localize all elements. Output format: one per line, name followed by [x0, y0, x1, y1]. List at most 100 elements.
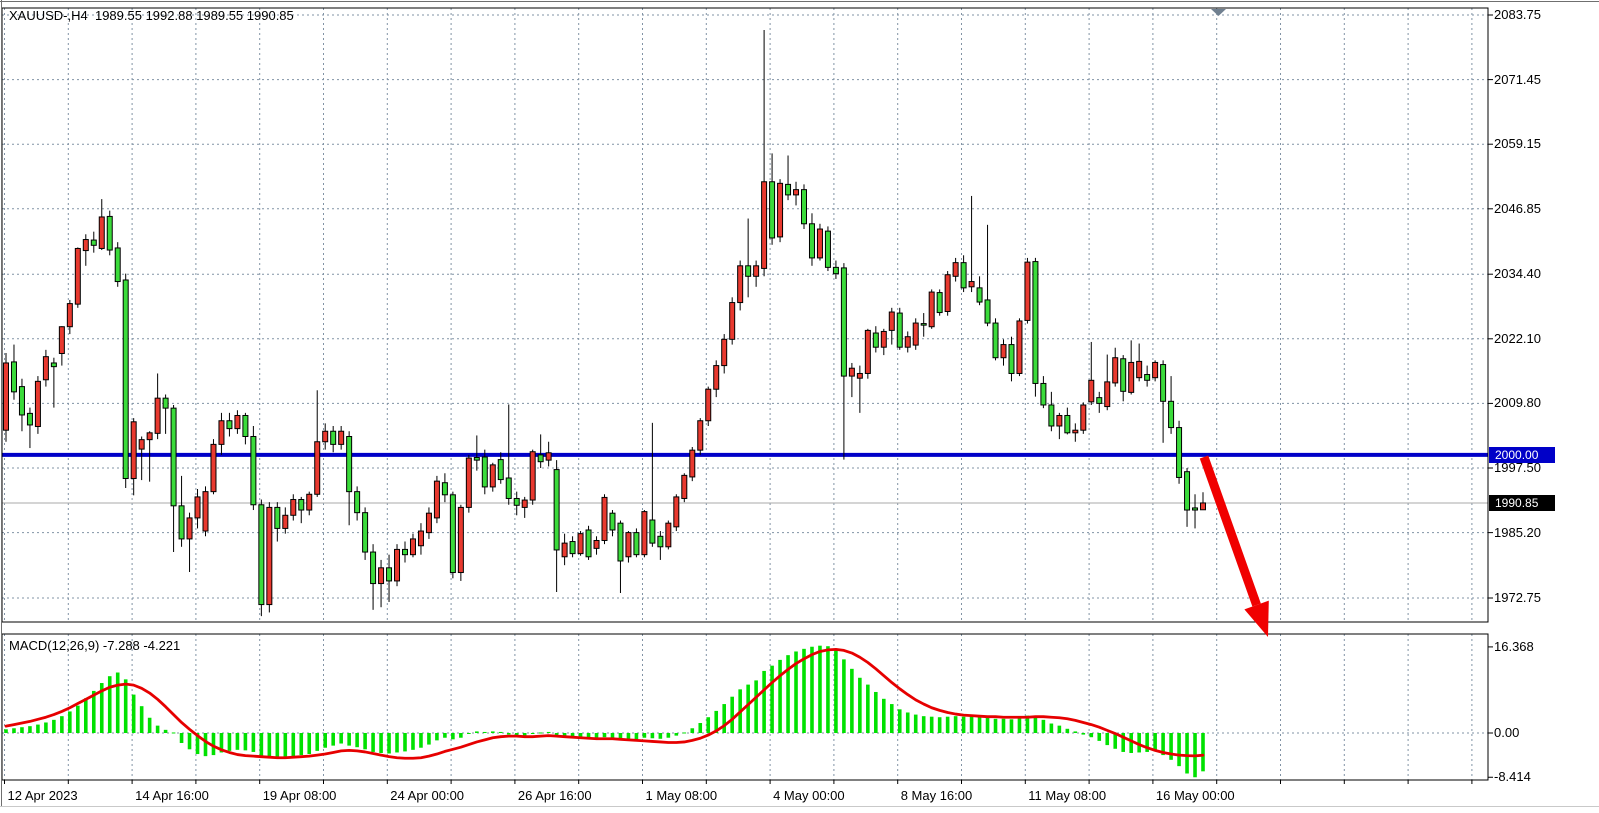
macd-histogram-bar	[953, 716, 958, 733]
macd-histogram-bar	[1057, 725, 1062, 733]
candle-body	[848, 367, 855, 377]
time-axis-label: 26 Apr 16:00	[517, 788, 592, 803]
candle-body	[601, 496, 608, 541]
macd-axis-label: -8.414	[1494, 769, 1531, 785]
macd-histogram-bar	[363, 733, 367, 750]
macd-histogram-bar	[403, 733, 407, 752]
candle-body	[832, 266, 839, 275]
macd-histogram-bar	[778, 659, 782, 733]
candle-body	[1080, 404, 1087, 431]
macd-histogram-bar	[1185, 733, 1189, 774]
candle-body	[362, 512, 369, 553]
macd-histogram-bar	[467, 733, 471, 734]
macd-histogram-bar	[379, 733, 383, 753]
macd-histogram-bar	[506, 733, 511, 735]
candle-body	[242, 414, 249, 437]
macd-histogram-bar	[1121, 733, 1125, 752]
candle-body	[1024, 261, 1031, 321]
candle-body	[729, 302, 736, 340]
candle-body	[777, 182, 784, 238]
candle-body	[793, 189, 800, 196]
candle-body	[705, 388, 712, 422]
price-axis-label: 2059.15	[1494, 136, 1541, 152]
macd-indicator-label: MACD(12,26,9) -7.288 -4.221	[9, 638, 181, 653]
price-axis-label: 1972.75	[1494, 590, 1541, 605]
macd-histogram-bar	[1033, 717, 1038, 733]
macd-histogram-bar	[395, 733, 399, 753]
macd-histogram-bar	[618, 733, 623, 740]
macd-histogram-bar	[1097, 733, 1102, 741]
candle-body	[354, 491, 361, 514]
candle-body	[505, 477, 512, 499]
macd-histogram-bar	[68, 711, 72, 733]
candle-body	[306, 493, 313, 511]
candle-body	[441, 482, 448, 496]
macd-histogram-bar	[746, 684, 750, 733]
candle-body	[840, 267, 847, 377]
price-axis-label: 1997.50	[1494, 460, 1541, 475]
candle-body	[864, 329, 871, 374]
candle-body	[1000, 344, 1007, 359]
macd-histogram-bar	[435, 733, 439, 741]
macd-histogram-bar	[44, 722, 48, 733]
candle-body	[98, 216, 105, 249]
candle-body	[912, 322, 919, 346]
time-axis-label: 19 Apr 08:00	[262, 788, 337, 803]
candle-body	[58, 326, 65, 355]
macd-histogram-bar	[682, 732, 687, 734]
candle-body	[1008, 344, 1015, 374]
macd-histogram-bar	[299, 733, 304, 756]
time-axis-label: 14 Apr 16:00	[135, 788, 209, 803]
macd-histogram-bar	[1177, 733, 1181, 767]
macd-histogram-bar	[1113, 733, 1118, 749]
macd-histogram-bar	[490, 731, 495, 733]
macd-histogram-bar	[171, 732, 176, 734]
candle-body	[992, 322, 999, 359]
candle-body	[274, 506, 281, 529]
candle-body	[234, 414, 241, 430]
candle-body	[569, 541, 576, 555]
macd-histogram-bar	[52, 719, 56, 733]
candle-body	[282, 514, 289, 529]
macd-histogram-bar	[1201, 733, 1205, 772]
candle-body	[1200, 502, 1206, 511]
candle-body	[529, 451, 536, 501]
candle-body	[641, 511, 648, 556]
candle-body	[122, 279, 129, 480]
candle-body	[497, 459, 504, 481]
candle-body	[920, 323, 927, 326]
macd-histogram-bar	[4, 729, 8, 733]
candle-body	[370, 551, 377, 585]
candle-body	[186, 517, 193, 540]
candle-body	[681, 474, 688, 499]
candle-body	[856, 372, 863, 379]
candle-body	[952, 262, 959, 277]
macd-histogram-bar	[1017, 717, 1022, 733]
macd-histogram-bar	[882, 698, 886, 733]
macd-histogram-bar	[905, 712, 910, 733]
candle-body	[1040, 382, 1047, 406]
macd-histogram-bar	[586, 733, 591, 739]
macd-histogram-bar	[1161, 733, 1165, 756]
macd-histogram-bar	[1065, 728, 1070, 733]
candle-body	[386, 567, 393, 582]
macd-histogram-bar	[203, 733, 208, 757]
price-axis-label: 2071.45	[1494, 71, 1541, 87]
candle-body	[457, 506, 464, 574]
macd-histogram-bar	[826, 646, 830, 733]
macd-histogram-bar	[666, 733, 671, 738]
candle-body	[314, 441, 321, 495]
candle-body	[1048, 404, 1055, 427]
grid-layer	[2, 8, 1488, 780]
sell-arrow-shaft	[1199, 455, 1261, 607]
macd-histogram-bar	[60, 716, 64, 733]
candle-body	[258, 504, 265, 606]
macd-histogram-bar	[355, 733, 359, 748]
candle-body	[824, 230, 831, 268]
candle-body	[936, 292, 943, 314]
candle-body	[657, 535, 664, 548]
macd-histogram-bar	[107, 676, 112, 733]
candle-body	[218, 420, 225, 445]
main-panel-border	[1, 7, 1489, 623]
